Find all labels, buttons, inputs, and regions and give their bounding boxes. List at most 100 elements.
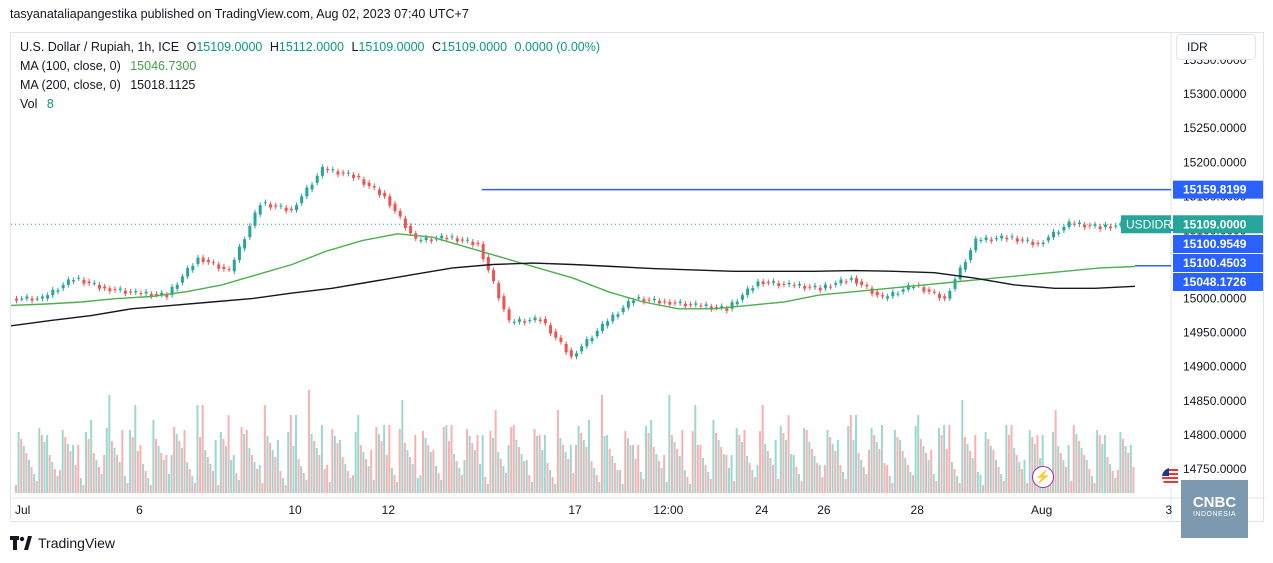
volume-bar (523, 461, 526, 493)
volume-bar (492, 438, 495, 493)
volume-bar (878, 449, 881, 493)
volume-bar (1002, 481, 1005, 493)
volume-bar (144, 471, 147, 493)
volume-bar (787, 415, 790, 493)
volume-bar (30, 467, 33, 493)
volume-bar (157, 446, 160, 493)
lightning-icon[interactable]: ⚡ (1032, 466, 1054, 488)
volume-bar (634, 459, 637, 493)
volume-bar (173, 427, 176, 493)
volume-bar (847, 426, 850, 493)
candle-body (1098, 226, 1102, 230)
candle-body (284, 207, 288, 211)
candle-body (870, 288, 874, 294)
candle-body (341, 172, 345, 174)
ma100-row[interactable]: MA (100, close, 0) 15046.7300 (20, 57, 600, 76)
volume-bar (419, 475, 422, 493)
ma100-label: MA (100, close, 0) (20, 59, 121, 73)
volume-row[interactable]: Vol 8 (20, 95, 600, 114)
candle-body (823, 284, 827, 289)
candle-body (46, 295, 50, 299)
currency-button[interactable]: IDR (1176, 34, 1256, 60)
low-label: L (351, 40, 359, 54)
volume-bar (932, 474, 935, 493)
tradingview-logo-icon[interactable] (10, 536, 32, 550)
candle-body (108, 288, 112, 292)
volume-bar (865, 474, 868, 493)
candle-body (590, 338, 594, 342)
flag-icon[interactable] (1162, 468, 1178, 486)
volume-bar (1114, 478, 1117, 493)
volume-bar (912, 475, 915, 493)
volume-bar (637, 445, 640, 493)
volume-bar (886, 465, 889, 493)
candle-body (668, 301, 672, 305)
volume-bar (105, 428, 108, 493)
volume-bar (727, 468, 730, 493)
candle-body (559, 337, 563, 342)
volume-bar (77, 445, 80, 493)
volume-bar (1023, 460, 1026, 493)
candle-body (61, 284, 65, 289)
candle-body (30, 298, 34, 301)
volume-bar (795, 467, 798, 493)
candle-body (880, 295, 884, 297)
footer-brand[interactable]: TradingView (38, 535, 116, 551)
candle-body (103, 286, 107, 289)
volume-bar (556, 410, 559, 493)
volume-bar (142, 464, 145, 493)
volume-bar (862, 467, 865, 493)
volume-bar (831, 444, 834, 493)
candle-body (466, 239, 470, 241)
x-tick-label: 6 (136, 503, 143, 517)
ma200-row[interactable]: MA (200, close, 0) 15018.1125 (20, 76, 600, 95)
candle-body (507, 309, 511, 321)
volume-bar (971, 458, 974, 493)
volume-bar (463, 460, 466, 493)
volume-bar (782, 433, 785, 493)
candle-body (683, 303, 687, 307)
volume-bar (494, 410, 497, 493)
ma100-value: 15046.7300 (130, 59, 197, 73)
candle-body (1072, 223, 1076, 225)
price-chart[interactable]: 14750.0000 14800.0000 14850.0000 14900.0000… (11, 33, 1265, 523)
volume-bar (1129, 445, 1132, 493)
level-price-label: 15048.1726 (1183, 275, 1247, 289)
volume-bar (945, 449, 948, 493)
volume-bar (217, 485, 220, 493)
volume-bar (678, 456, 681, 493)
volume-bar (826, 430, 829, 493)
symbol-label[interactable]: U.S. Dollar / Rupiah, 1h, ICE (20, 40, 180, 54)
volume-bar (152, 420, 155, 493)
volume-bar (435, 466, 437, 493)
volume-bar (331, 429, 334, 493)
candle-body (740, 295, 744, 300)
volume-bar (966, 444, 969, 493)
candle-body (912, 286, 916, 288)
volume-bar (818, 465, 821, 493)
volume-bar (953, 469, 956, 493)
volume-bar (427, 445, 430, 493)
volume-bar (136, 451, 139, 493)
candle-body (725, 308, 729, 311)
volume-bar (204, 450, 207, 493)
candle-body (113, 289, 117, 291)
chart-area[interactable]: 14750.0000 14800.0000 14850.0000 14900.0000… (10, 32, 1265, 523)
candle-body (165, 294, 169, 298)
volume-bar (621, 484, 624, 493)
volume-bar (906, 465, 909, 493)
volume-bar (543, 435, 546, 493)
volume-bar (735, 428, 738, 493)
volume-bar (969, 451, 972, 493)
candle-body (891, 291, 895, 297)
volume-bar (328, 482, 331, 493)
candle-body (315, 175, 319, 183)
volume-bar (126, 483, 129, 493)
volume-bar (893, 430, 896, 493)
candle-body (626, 301, 630, 308)
candle-body (258, 205, 262, 215)
candle-body (440, 235, 444, 239)
volume-bar (209, 464, 212, 493)
candle-body (118, 288, 122, 290)
volume-bar (746, 456, 749, 493)
